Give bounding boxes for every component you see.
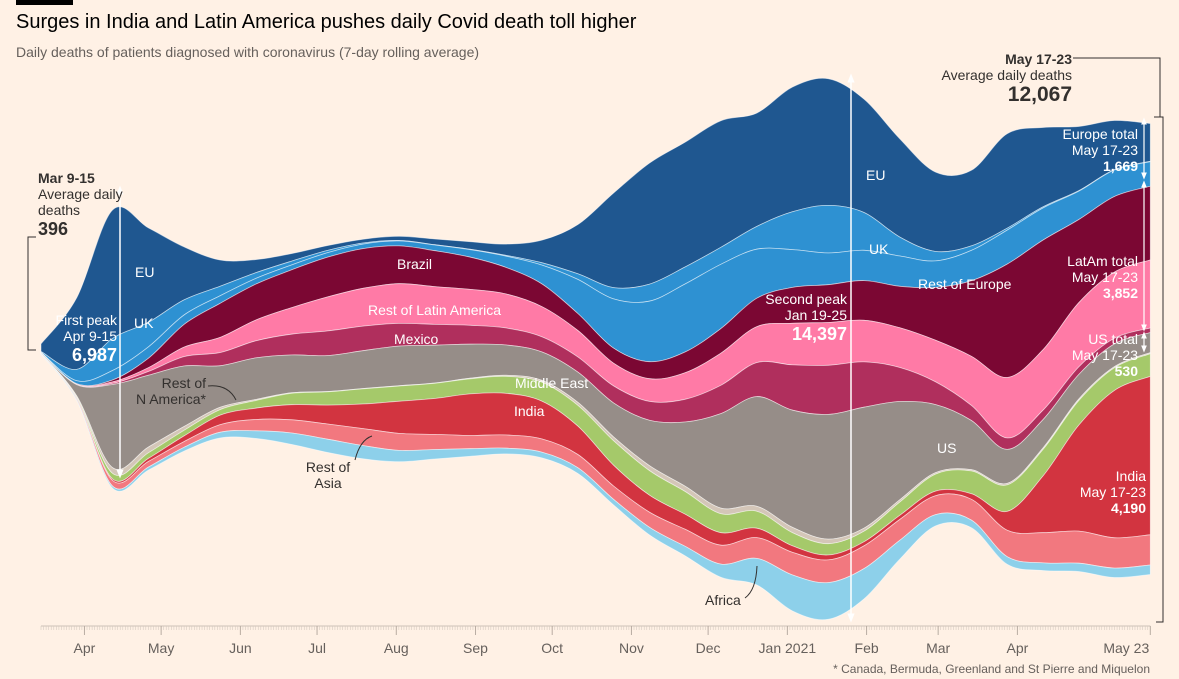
x-tick-label: Jan 2021 <box>759 640 817 656</box>
label-us: US <box>937 440 957 456</box>
india-total-period: May 17-23 <box>1079 484 1146 500</box>
us-total-period: May 17-23 <box>1071 347 1138 363</box>
chart-title: Surges in India and Latin America pushes… <box>16 11 637 33</box>
label-eu-2: EU <box>866 167 886 183</box>
india-total-annotation: India May 17-23 4,190 <box>1080 468 1146 516</box>
label-middle-east: Middle East <box>515 375 589 391</box>
us-total-label: US total <box>1088 331 1138 347</box>
second-peak-annotation: Second peak Jan 19-25 14,397 <box>765 291 847 345</box>
africa-leader <box>744 565 758 599</box>
label-rest-asia-1: Rest of <box>305 459 351 475</box>
label-africa: Africa <box>705 592 741 608</box>
rest-asia-leader <box>354 435 373 461</box>
label-rest-na-2: N America* <box>135 391 206 407</box>
europe-total-annotation: Europe total May 17-23 1,669 <box>1063 126 1139 174</box>
label-rest-of-europe: Rest of Europe <box>918 276 1012 292</box>
start-bracket <box>27 236 36 351</box>
start-period: Mar 9-15 <box>38 170 95 186</box>
end-value: 12,067 <box>1007 83 1072 106</box>
x-tick-label: Mar <box>926 640 950 656</box>
first-peak-label: First peak <box>55 312 117 328</box>
first-peak-value: 6,987 <box>71 345 117 365</box>
stream-layers <box>40 77 1151 621</box>
india-total-value: 4,190 <box>1110 500 1146 516</box>
label-brazil: Brazil <box>397 256 433 272</box>
rest-na-leader <box>207 385 237 401</box>
x-tick-label: Sep <box>463 640 488 656</box>
label-rest-asia-2: Asia <box>314 475 342 491</box>
x-tick-label: Feb <box>855 640 879 656</box>
footnote: * Canada, Bermuda, Greenland and St Pier… <box>833 662 1150 676</box>
x-tick-label: Dec <box>696 640 721 656</box>
label-rest-latam: Rest of Latin America <box>368 302 502 318</box>
start-label-1: Average daily <box>38 186 123 202</box>
label-rest-na: Rest of N America* <box>136 375 206 407</box>
first-peak-period: Apr 9-15 <box>63 328 117 344</box>
us-total-annotation: US total May 17-23 530 <box>1072 331 1138 379</box>
label-rest-na-1: Rest of <box>161 375 206 391</box>
brand-bar <box>16 0 73 5</box>
end-period: May 17-23 <box>1005 51 1072 67</box>
x-tick-label: Nov <box>619 640 644 656</box>
europe-total-label: Europe total <box>1062 126 1139 142</box>
latam-total-value: 3,852 <box>1102 285 1138 301</box>
europe-total-period: May 17-23 <box>1071 142 1138 158</box>
us-total-value: 530 <box>1114 363 1138 379</box>
x-tick-label: Aug <box>384 640 409 656</box>
second-peak-label: Second peak <box>765 291 847 307</box>
latam-total-label: LatAm total <box>1067 253 1138 269</box>
start-label-2: deaths <box>38 202 81 218</box>
start-annotation: Mar 9-15 Average daily deaths 396 <box>38 170 123 240</box>
x-tick-label: Oct <box>541 640 563 656</box>
label-rest-asia: Rest of Asia <box>300 459 356 491</box>
label-india: India <box>514 403 545 419</box>
end-label: Average daily deaths <box>941 67 1073 83</box>
label-uk-2: UK <box>869 241 889 257</box>
x-tick-label: Apr <box>1006 640 1028 656</box>
first-peak-annotation: First peak Apr 9-15 6,987 <box>56 312 117 366</box>
x-tick-label: Jun <box>229 640 252 656</box>
label-uk-1: UK <box>134 315 154 331</box>
europe-total-value: 1,669 <box>1102 158 1138 174</box>
label-mexico: Mexico <box>394 331 439 347</box>
x-tick-label: Jul <box>308 640 326 656</box>
start-value: 396 <box>38 219 69 239</box>
chart-subtitle: Daily deaths of patients diagnosed with … <box>16 44 480 60</box>
x-tick-label: Apr <box>74 640 96 656</box>
label-eu-1: EU <box>135 264 155 280</box>
end-annotation: May 17-23 Average daily deaths 12,067 <box>942 51 1073 107</box>
latam-total-annotation: LatAm total May 17-23 3,852 <box>1067 253 1138 301</box>
second-peak-period: Jan 19-25 <box>784 307 847 323</box>
x-tick-label: May 23 <box>1103 640 1149 656</box>
end-bracket <box>1073 57 1164 623</box>
latam-total-period: May 17-23 <box>1071 269 1138 285</box>
x-axis: Apr May Jun Jul Aug Sep Oct Nov Dec Jan 2021 Feb Ma… <box>40 625 1151 656</box>
x-tick-label: May <box>148 640 174 656</box>
second-peak-value: 14,397 <box>791 324 847 344</box>
stream-layer-africa <box>40 352 1151 621</box>
india-total-label: India <box>1115 468 1146 484</box>
